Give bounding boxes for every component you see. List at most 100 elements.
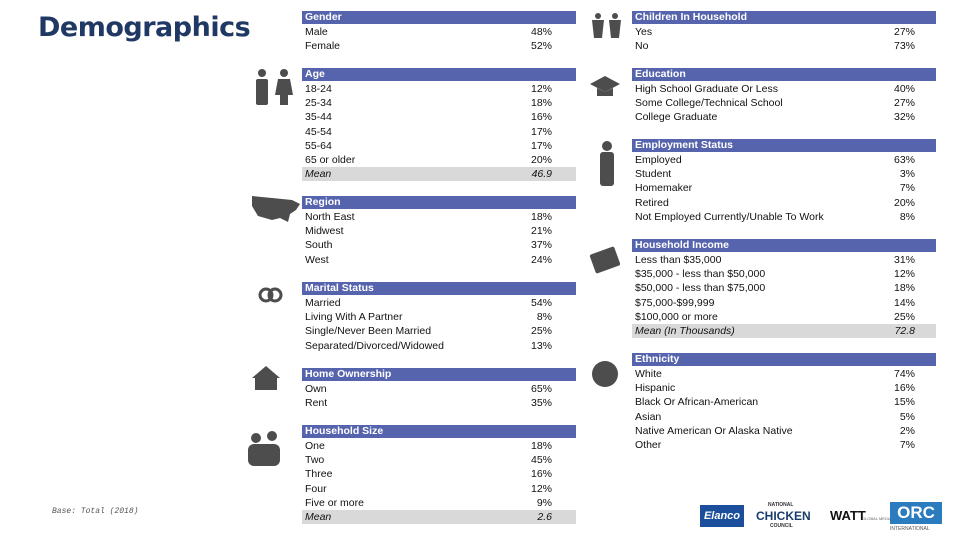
row-value: 17%	[530, 125, 552, 138]
table-row: Black Or African-American 15%	[632, 395, 936, 409]
row-value: 54%	[530, 297, 552, 309]
table-row: Married 54%	[302, 296, 576, 310]
row-label: 18-24	[305, 83, 332, 95]
table-row: Single/Never Been Married 25%	[302, 324, 576, 338]
mean-row: Mean 46.9	[302, 167, 576, 182]
row-value: 24%	[530, 253, 552, 266]
row-label: Less than $35,000	[635, 254, 722, 266]
row-value: 46.9	[531, 168, 552, 181]
section-header: Gender	[302, 11, 576, 24]
table-row: 55-64 17%	[302, 139, 576, 153]
row-label: Rent	[305, 397, 328, 410]
row-value: 20%	[893, 196, 915, 209]
row-label: Midwest	[305, 225, 344, 238]
logo-orc: ORC	[890, 502, 942, 524]
row-value: 8%	[899, 210, 915, 223]
table-row: $75,000-$99,999 14%	[632, 296, 936, 310]
section-header: Region	[302, 196, 576, 209]
section-header: Home Ownership	[302, 368, 576, 381]
table-row: Rent 35%	[302, 396, 576, 410]
table-row: Five or more 9%	[302, 496, 576, 510]
table-row: Less than $35,000 31%	[632, 253, 936, 267]
logo-watt: WATT	[830, 508, 866, 523]
row-label: 55-64	[305, 139, 332, 152]
title: Demographics	[38, 12, 251, 43]
row-label: College Graduate	[635, 111, 718, 124]
row-value: 27%	[893, 26, 915, 38]
table-row: Some College/Technical School 27%	[632, 96, 936, 110]
table-row: North East 18%	[302, 210, 576, 224]
table-row: 65 or older 20%	[302, 153, 576, 167]
section-header: Employment Status	[632, 139, 936, 152]
table-row: $100,000 or more 25%	[632, 310, 936, 324]
row-value: 12%	[530, 482, 552, 495]
table-row: Yes 27%	[632, 25, 936, 39]
logo-elanco: Elanco	[700, 505, 744, 527]
row-label: Two	[305, 454, 325, 467]
row-value: 7%	[899, 182, 915, 195]
row-label: Some College/Technical School	[635, 97, 783, 110]
row-value: 18%	[893, 282, 915, 295]
table-row: $50,000 - less than $75,000 18%	[632, 281, 936, 295]
row-value: 27%	[893, 97, 915, 110]
row-value: 63%	[893, 154, 915, 166]
row-label: Living With A Partner	[305, 311, 403, 324]
row-label: 45-54	[305, 125, 332, 138]
worker-icon	[600, 141, 614, 186]
row-label: Mean	[305, 168, 332, 181]
row-value: 12%	[530, 83, 552, 95]
row-label: High School Graduate Or Less	[635, 83, 778, 95]
logo-ncc-1: NATIONAL	[768, 502, 794, 508]
table-row: Three 16%	[302, 467, 576, 481]
row-label: Hispanic	[635, 382, 676, 395]
table-row: Midwest 21%	[302, 224, 576, 238]
graduation-icon	[590, 76, 620, 96]
row-label: Not Employed Currently/Unable To Work	[635, 210, 824, 223]
row-value: 31%	[893, 254, 915, 266]
row-value: 16%	[530, 111, 552, 124]
row-label: West	[305, 253, 329, 266]
table-row: 18-24 12%	[302, 82, 576, 96]
table-row: Retired 20%	[632, 196, 936, 210]
section-header: Children In Household	[632, 11, 936, 24]
row-label: Single/Never Been Married	[305, 325, 432, 338]
section-header: Ethnicity	[632, 353, 936, 366]
row-label: Employed	[635, 154, 682, 166]
mean-row: Mean 2.6	[302, 510, 576, 524]
row-value: 73%	[893, 40, 915, 53]
row-value: 18%	[530, 97, 552, 110]
table-row: 35-44 16%	[302, 110, 576, 124]
row-value: 72.8	[894, 325, 915, 337]
table-row: Homemaker 7%	[632, 181, 936, 195]
row-value: 2%	[899, 424, 915, 437]
row-label: Female	[305, 40, 341, 53]
row-label: 65 or older	[305, 154, 356, 166]
section-header: Household Income	[632, 239, 936, 252]
row-value: 18%	[530, 211, 552, 223]
table-row: Female 52%	[302, 39, 576, 53]
logo-watt-sub: GLOBAL MEDIA	[862, 516, 892, 521]
row-label: Married	[305, 297, 341, 309]
row-label: 35-44	[305, 111, 332, 124]
people-icon	[256, 69, 293, 105]
section-header: Household Size	[302, 425, 576, 438]
row-label: Retired	[635, 196, 669, 209]
row-value: 52%	[530, 40, 552, 53]
table-row: High School Graduate Or Less 40%	[632, 82, 936, 96]
row-value: 40%	[893, 83, 915, 95]
table-row: Native American Or Alaska Native 2%	[632, 424, 936, 438]
row-value: 65%	[530, 383, 552, 395]
table-row: Employed 63%	[632, 153, 936, 167]
row-label: $75,000-$99,999	[635, 296, 715, 309]
row-value: 48%	[530, 26, 552, 38]
row-label: Homemaker	[635, 182, 693, 195]
row-value: 7%	[899, 439, 915, 451]
row-label: North East	[305, 211, 355, 223]
table-row: College Graduate 32%	[632, 110, 936, 124]
table-row: Hispanic 16%	[632, 381, 936, 395]
row-label: South	[305, 239, 333, 252]
section-header: Marital Status	[302, 282, 576, 295]
row-value: 8%	[536, 311, 552, 324]
children-icon	[592, 13, 621, 38]
